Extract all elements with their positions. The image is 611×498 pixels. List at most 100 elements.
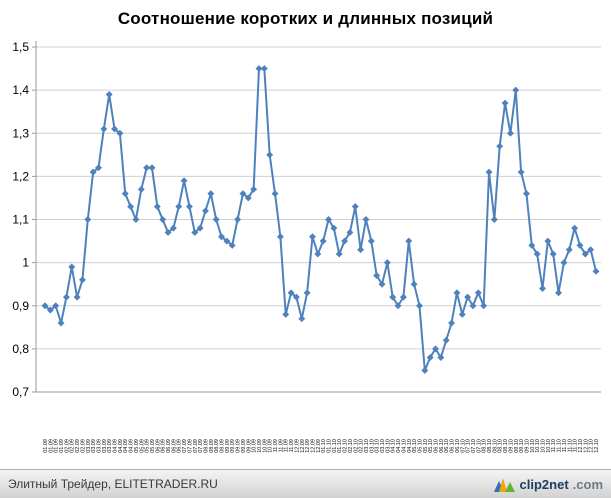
data-point: [68, 263, 76, 271]
data-point: [196, 224, 204, 232]
y-tick-label: 1,5: [12, 40, 29, 54]
x-tick-label: 30.11.10: [573, 439, 579, 453]
x-tick-label: 05.10.10: [530, 439, 536, 453]
x-tick-label: 02.06.09: [155, 439, 161, 453]
x-tick-label: 24.08.10: [498, 439, 504, 453]
x-tick-label: 11.08.09: [209, 439, 215, 453]
x-tick-label: 15.09.09: [236, 439, 242, 453]
x-tick-label: 21.12.10: [589, 439, 595, 453]
x-tick-label: 27.07.10: [476, 439, 482, 453]
data-point: [94, 164, 103, 172]
x-tick-label: 09.11.10: [557, 439, 563, 453]
x-tick-label: 15.06.10: [444, 439, 450, 453]
x-tick-label: 27.04.10: [407, 439, 413, 453]
x-tick-label: 17.03.09: [96, 439, 102, 453]
data-point: [100, 125, 108, 133]
data-point: [89, 168, 97, 176]
data-point: [260, 65, 268, 73]
data-point: [421, 366, 429, 374]
data-point: [442, 336, 450, 344]
y-tick-label: 0,7: [12, 385, 29, 399]
data-point: [544, 237, 552, 245]
x-tick-label: 12.05.09: [139, 439, 145, 453]
data-point: [480, 302, 488, 310]
data-point: [533, 250, 541, 258]
data-point: [41, 302, 49, 310]
x-tick-label: 02.02.10: [343, 439, 349, 453]
data-point: [169, 224, 177, 232]
data-point: [153, 203, 161, 211]
x-tick-label: 03.03.09: [86, 439, 92, 453]
data-point: [255, 65, 263, 73]
data-point: [303, 289, 311, 297]
clip2net-link[interactable]: clip2net .com: [493, 477, 603, 492]
data-point: [132, 215, 140, 224]
data-point: [383, 259, 391, 267]
data-point: [266, 151, 274, 159]
x-tick-label: 02.03.10: [364, 439, 370, 453]
data-point: [522, 190, 531, 198]
data-point: [335, 250, 343, 258]
chart-title: Соотношение коротких и длинных позиций: [117, 9, 494, 28]
data-point: [528, 241, 536, 249]
x-tick-label: 10.03.09: [91, 439, 97, 453]
x-tick-label: 02.11.10: [551, 439, 557, 453]
x-tick-label: 06.04.10: [391, 439, 397, 453]
data-point: [159, 215, 167, 224]
data-point: [57, 319, 65, 327]
data-point: [191, 228, 199, 236]
x-tick-label: 13.10.09: [257, 439, 263, 453]
x-tick-label: 01.12.09: [294, 439, 300, 453]
data-point: [105, 90, 113, 98]
data-point: [201, 207, 210, 215]
data-point: [319, 237, 327, 245]
x-tick-label: 26.05.09: [150, 439, 156, 453]
x-tick-label: 10.11.09: [278, 439, 284, 453]
data-point: [587, 246, 595, 254]
x-tick-label: 07.07.09: [182, 439, 188, 453]
x-tick-label: 14.04.09: [118, 439, 124, 453]
x-tick-label: 30.03.10: [385, 439, 391, 453]
y-tick-label: 1,3: [12, 126, 29, 140]
x-tick-label: 05.01.10: [321, 439, 327, 453]
x-tick-label: 12.10.10: [535, 439, 541, 453]
x-tick-label: 20.01.09: [54, 439, 60, 453]
x-tick-label: 25.05.10: [428, 439, 434, 453]
x-tick-label: 19.01.10: [332, 439, 338, 453]
x-tick-label: 16.03.10: [375, 439, 381, 453]
x-tick-label: 04.08.09: [203, 439, 209, 453]
x-tick-label: 06.07.10: [460, 439, 466, 453]
x-tick-label: 12.01.10: [327, 439, 333, 453]
data-point: [73, 293, 81, 301]
data-point: [185, 203, 193, 211]
x-tick-label: 31.03.09: [107, 439, 113, 453]
x-tick-label: 28.04.09: [129, 439, 135, 453]
x-tick-label: 13.07.10: [466, 439, 472, 453]
x-tick-label: 17.11.09: [284, 439, 290, 453]
data-point: [453, 289, 461, 297]
data-point: [78, 276, 87, 284]
x-tick-label: 23.06.09: [171, 439, 177, 453]
x-tick-label: 29.12.09: [316, 439, 322, 453]
data-point: [549, 250, 557, 258]
data-point: [175, 203, 183, 211]
data-point: [207, 190, 215, 198]
x-tick-label: 20.04.10: [401, 439, 407, 453]
x-tick-label: 16.11.10: [562, 439, 568, 453]
data-point: [389, 293, 397, 301]
data-point: [308, 233, 317, 241]
data-point: [592, 267, 600, 275]
x-tick-label: 03.08.10: [482, 439, 488, 453]
data-point: [116, 129, 124, 137]
data-point: [148, 164, 156, 172]
x-tick-label: 23.11.10: [567, 439, 573, 453]
data-point: [52, 302, 60, 310]
x-tick-label: 10.08.10: [487, 439, 493, 453]
data-point: [448, 319, 456, 327]
x-tick-label: 26.01.10: [337, 439, 343, 453]
x-tick-label: 25.08.09: [220, 439, 226, 453]
x-tick-label: 27.10.09: [268, 439, 274, 453]
data-point: [228, 241, 236, 249]
y-tick-label: 1,1: [12, 213, 29, 227]
data-point: [276, 233, 284, 241]
